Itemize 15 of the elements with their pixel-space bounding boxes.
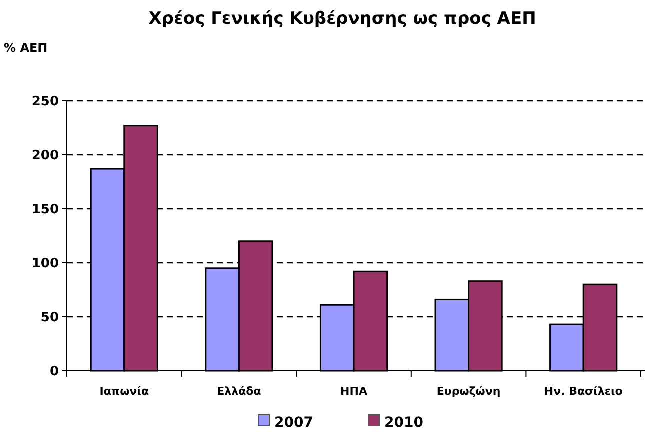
legend-label: 2007 — [274, 414, 314, 431]
x-tick-label: Ευρωζώνη — [436, 385, 501, 398]
y-axis-title: % ΑΕΠ — [4, 41, 48, 55]
chart-title: Χρέος Γενικής Κυβέρνησης ως προς ΑΕΠ — [148, 9, 536, 29]
y-tick-label: 100 — [32, 256, 59, 272]
y-tick-label: 0 — [50, 364, 59, 380]
y-tick-label: 200 — [32, 148, 59, 164]
x-tick-label: Ιαπωνία — [100, 385, 150, 398]
x-tick-label: ΗΠΑ — [340, 385, 368, 398]
legend-label: 2010 — [384, 414, 424, 431]
x-tick-label: Ην. Βασίλειο — [544, 385, 624, 398]
y-tick-label: 150 — [32, 202, 59, 218]
y-tick-label: 50 — [40, 310, 59, 326]
x-tick-label: Ελλάδα — [217, 385, 262, 398]
y-tick-label: 250 — [32, 94, 59, 110]
